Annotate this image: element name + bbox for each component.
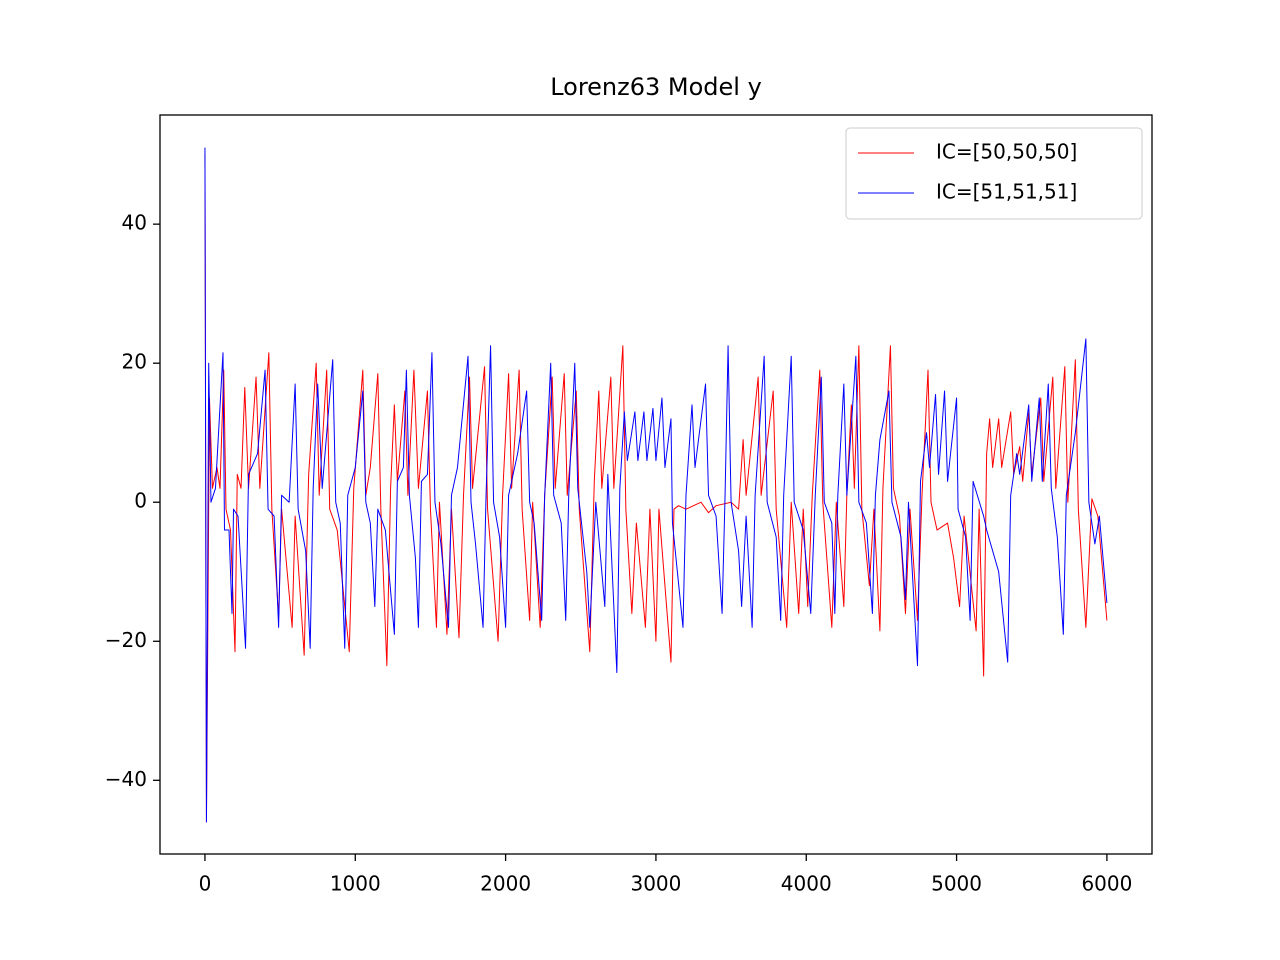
series-line [204,154,1108,823]
y-tick-label: −20 [105,628,147,652]
y-tick-label: 40 [122,211,147,235]
x-tick-label: 0 [199,872,212,896]
x-tick-label: 5000 [931,872,982,896]
x-tick-label: 2000 [480,872,531,896]
y-tick-label: 0 [134,489,147,513]
x-tick-label: 1000 [330,872,381,896]
plot-frame [159,114,1153,855]
legend-label: IC=[50,50,50] [936,140,1077,164]
legend-label: IC=[51,51,51] [936,180,1077,204]
y-tick-label: −40 [105,767,147,791]
y-tick-label: 20 [122,350,147,374]
x-tick-label: 4000 [781,872,832,896]
x-tick-label: 3000 [630,872,681,896]
series-line [204,147,1108,823]
x-tick-label: 6000 [1081,872,1132,896]
chart-title: Lorenz63 Model y [550,73,762,101]
legend-box [845,127,1143,220]
